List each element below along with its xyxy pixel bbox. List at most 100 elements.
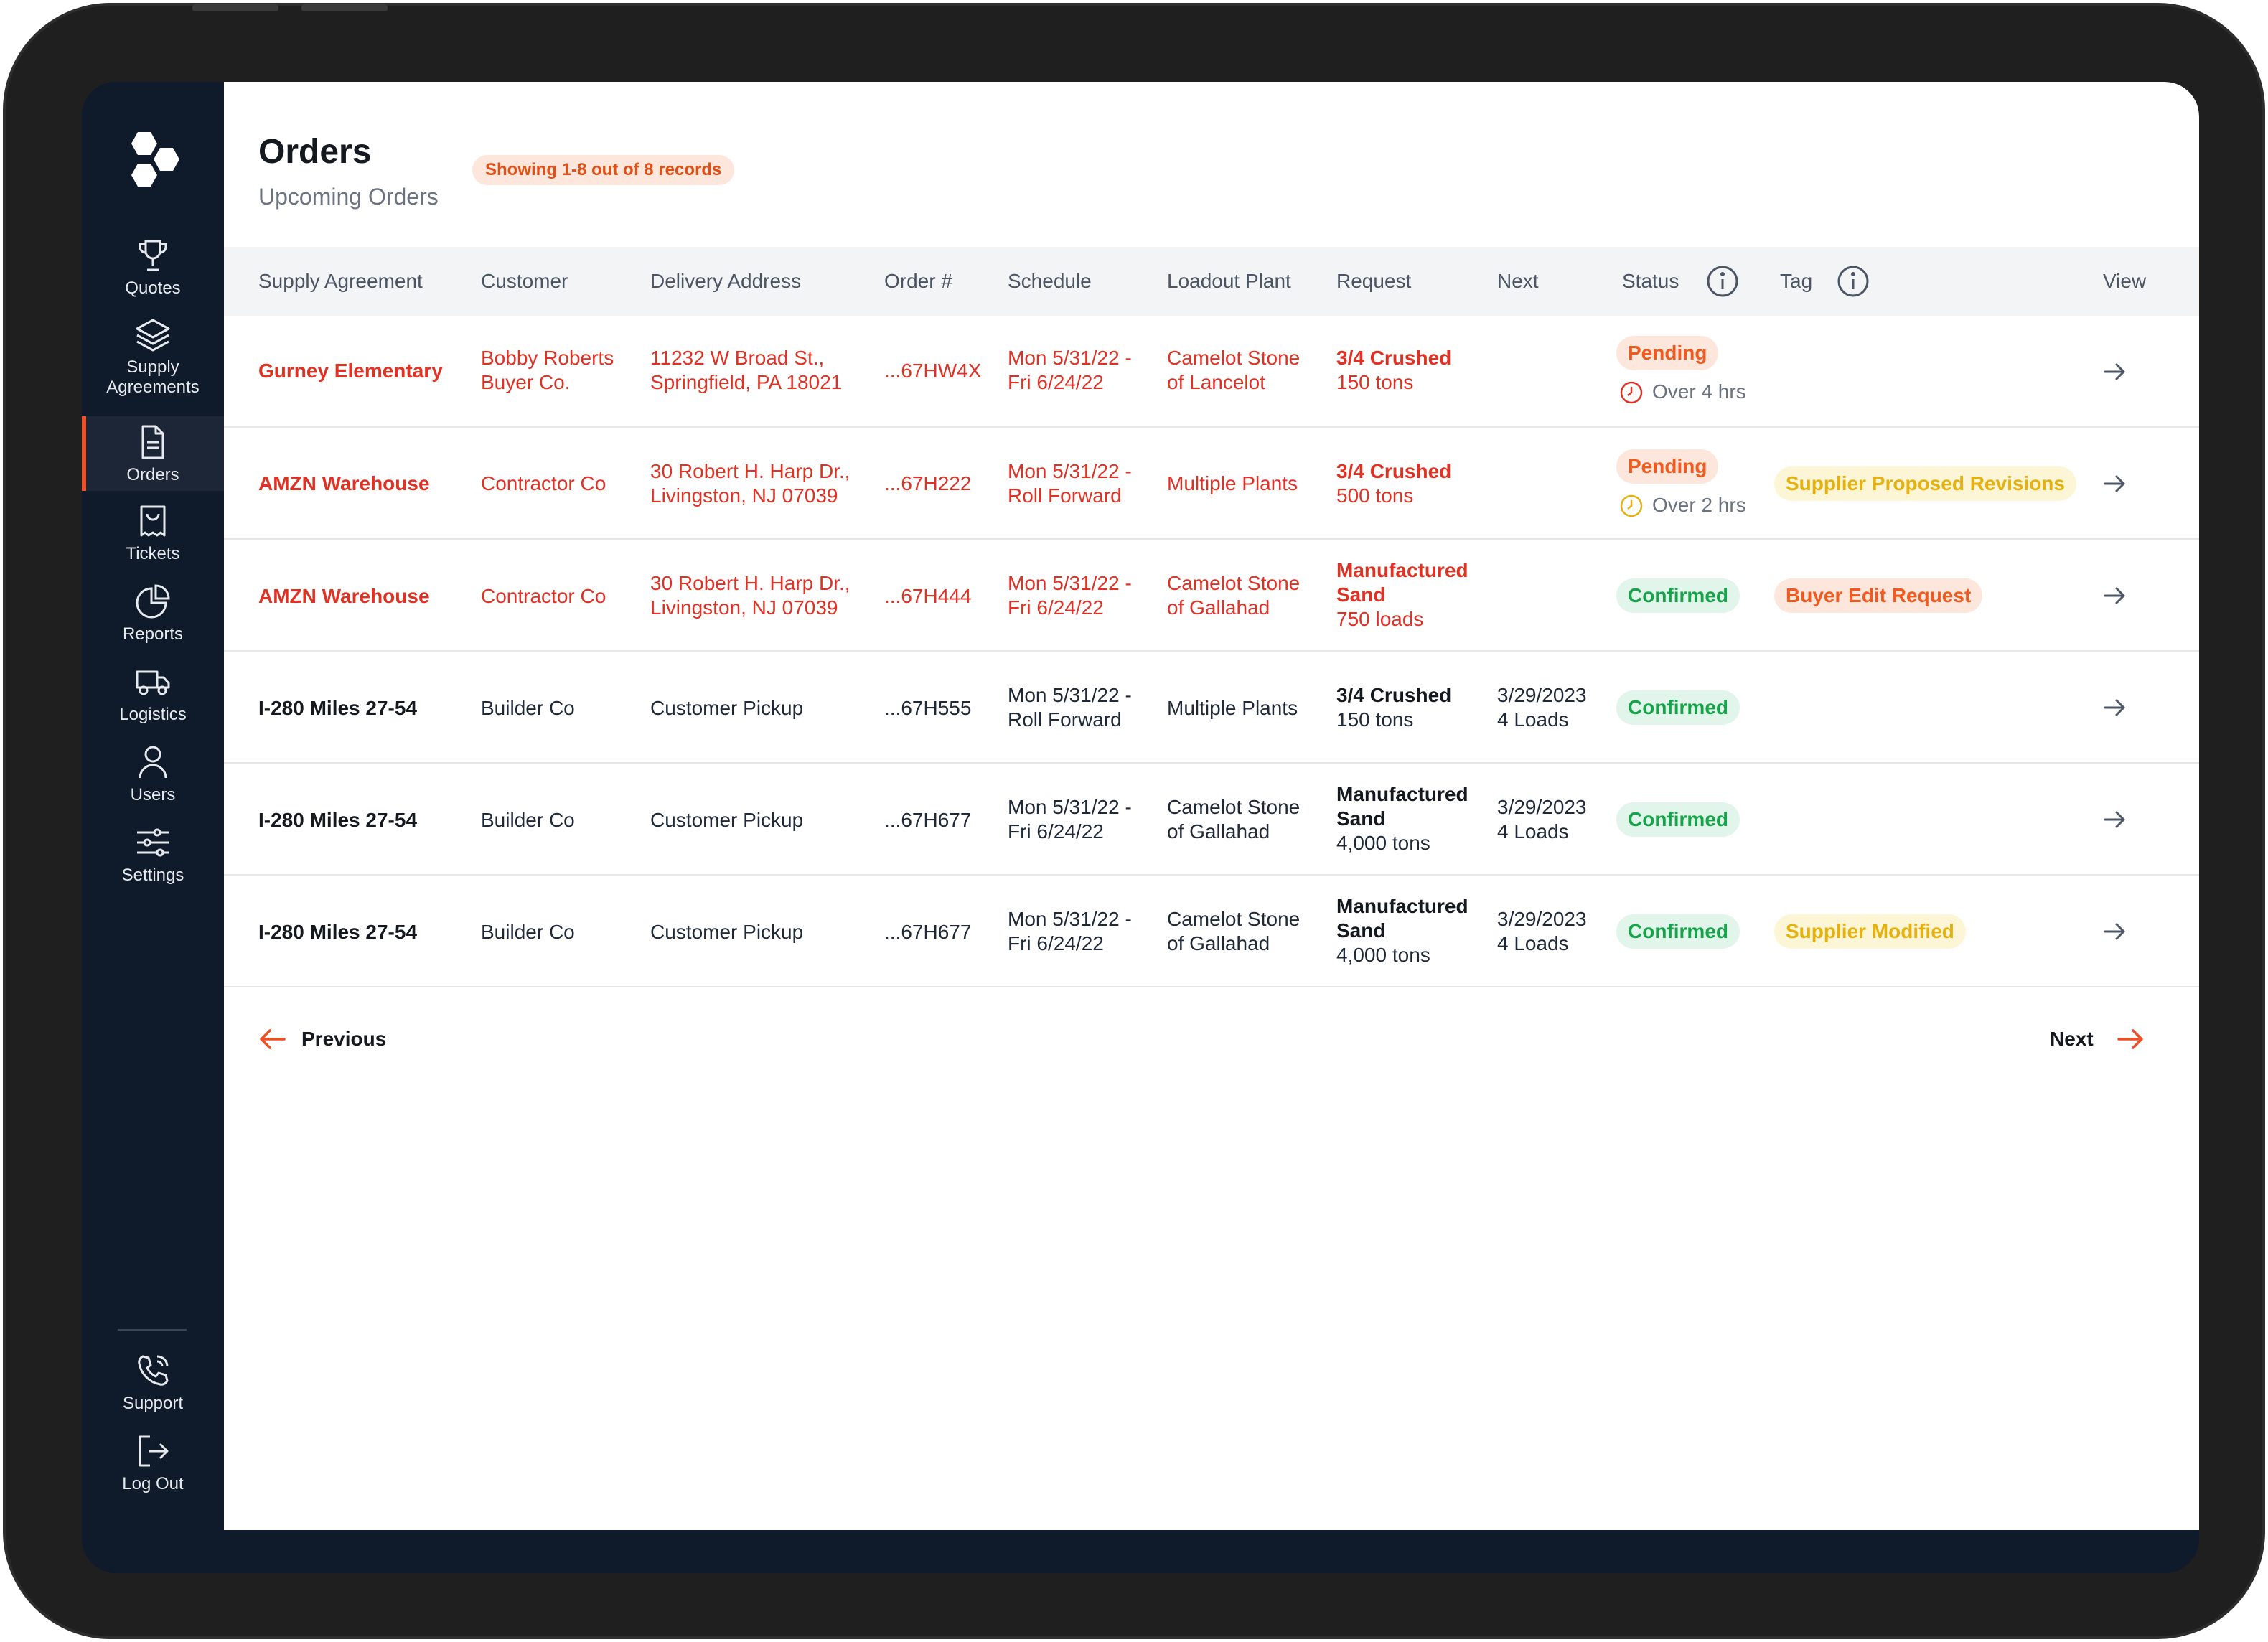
- table-row[interactable]: Gurney Elementary Bobby Roberts Buyer Co…: [224, 316, 2199, 428]
- sidebar-item-logout[interactable]: Log Out: [82, 1432, 224, 1497]
- schedule-cell: Mon 5/31/22 - Roll Forward: [1008, 459, 1132, 508]
- column-header-supply-agreement[interactable]: Supply Agreement: [258, 270, 423, 292]
- plant-line: Camelot Stone: [1167, 572, 1301, 594]
- schedule-line: Mon 5/31/22 -: [1008, 572, 1132, 594]
- sidebar-item-reports[interactable]: Reports: [82, 583, 224, 647]
- request-material: Manufactured: [1336, 559, 1468, 581]
- sidebar-item-tickets[interactable]: Tickets: [82, 502, 224, 567]
- order-number-cell: ...67H555: [884, 697, 972, 719]
- arrow-right-icon[interactable]: [2101, 471, 2127, 497]
- device-button: [301, 4, 388, 11]
- address-cell: 30 Robert H. Harp Dr., Livingston, NJ 07…: [650, 571, 851, 620]
- address-cell: Customer Pickup: [650, 809, 804, 831]
- customer-cell: Builder Co: [481, 809, 575, 831]
- sidebar-item-label: Logistics: [119, 705, 187, 724]
- truck-icon: [136, 670, 170, 695]
- sidebar-item-supply-agreements[interactable]: Supply Agreements: [82, 316, 224, 409]
- schedule-line: Roll Forward: [1008, 484, 1122, 507]
- column-header-loadout-plant[interactable]: Loadout Plant: [1167, 270, 1291, 292]
- column-header-delivery-address[interactable]: Delivery Address: [650, 270, 802, 292]
- next-label: Next: [2050, 1028, 2094, 1050]
- table-row[interactable]: AMZN Warehouse Contractor Co 30 Robert H…: [224, 428, 2199, 540]
- next-cell: 3/29/2023 4 Loads: [1497, 907, 1587, 956]
- request-quantity: 4,000 tons: [1336, 944, 1430, 966]
- tag-info-icon[interactable]: [1836, 264, 1870, 299]
- layers-icon: [136, 319, 170, 352]
- request-material: Sand: [1336, 583, 1386, 606]
- column-header-schedule[interactable]: Schedule: [1008, 270, 1092, 292]
- sidebar-item-label: Reports: [122, 624, 184, 644]
- arrow-left-icon: [260, 1029, 286, 1049]
- table-row[interactable]: I-280 Miles 27-54 Builder Co Customer Pi…: [224, 876, 2199, 987]
- address-line: Livingston, NJ 07039: [650, 596, 838, 619]
- schedule-cell: Mon 5/31/22 - Fri 6/24/22: [1008, 907, 1132, 956]
- sidebar-item-quotes[interactable]: Quotes: [82, 237, 224, 301]
- next-loads: 4 Loads: [1497, 820, 1569, 843]
- schedule-line: Fri 6/24/22: [1008, 371, 1104, 393]
- column-header-order-number[interactable]: Order #: [884, 270, 952, 292]
- request-quantity: 750 loads: [1336, 608, 1424, 630]
- arrow-right-icon[interactable]: [2101, 919, 2127, 944]
- request-material: Manufactured: [1336, 783, 1468, 805]
- schedule-cell: Mon 5/31/22 - Roll Forward: [1008, 683, 1132, 732]
- supply-agreement-cell[interactable]: AMZN Warehouse: [258, 585, 430, 607]
- status-badge: Confirmed: [1616, 802, 1740, 837]
- tag-badge: Buyer Edit Request: [1774, 578, 1983, 613]
- supply-agreement-cell[interactable]: AMZN Warehouse: [258, 472, 430, 494]
- plant-line: of Gallahad: [1167, 932, 1270, 954]
- table-row[interactable]: I-280 Miles 27-54 Builder Co Customer Pi…: [224, 764, 2199, 876]
- address-line: Springfield, PA 18021: [650, 371, 843, 393]
- tag-badge: Supplier Modified: [1774, 914, 1966, 949]
- schedule-line: Fri 6/24/22: [1008, 932, 1104, 954]
- arrow-right-icon[interactable]: [2101, 359, 2127, 385]
- customer-line: Bobby Roberts: [481, 347, 614, 369]
- plant-line: Camelot Stone: [1167, 347, 1301, 369]
- column-header-next[interactable]: Next: [1497, 270, 1539, 292]
- customer-cell: Builder Co: [481, 921, 575, 943]
- tablet-frame: Quotes Supply Agreements Orders Tickets: [3, 3, 2265, 1639]
- sidebar-divider: [118, 1329, 187, 1331]
- previous-label: Previous: [301, 1028, 387, 1050]
- sidebar-item-support[interactable]: Support: [82, 1352, 224, 1417]
- status-badge: Pending: [1616, 336, 1719, 370]
- supply-agreement-cell[interactable]: I-280 Miles 27-54: [258, 921, 418, 943]
- address-line: Livingston, NJ 07039: [650, 484, 838, 507]
- sidebar-item-users[interactable]: Users: [82, 743, 224, 808]
- sidebar-item-label: Orders: [126, 465, 179, 484]
- request-material: 3/4 Crushed: [1336, 347, 1452, 369]
- pie-chart-icon: [136, 584, 170, 619]
- phone-icon: [138, 1355, 169, 1386]
- schedule-line: Mon 5/31/22 -: [1008, 796, 1132, 818]
- supply-agreement-cell[interactable]: I-280 Miles 27-54: [258, 809, 418, 831]
- status-age-note: Over 2 hrs: [1652, 494, 1746, 516]
- order-number-cell: ...67HW4X: [884, 360, 982, 382]
- previous-page-button[interactable]: Previous: [258, 1022, 402, 1056]
- status-badge: Confirmed: [1616, 578, 1740, 613]
- sidebar-item-settings[interactable]: Settings: [82, 824, 224, 888]
- status-info-icon[interactable]: [1705, 264, 1740, 299]
- column-header-tag[interactable]: Tag: [1780, 270, 1813, 292]
- column-header-request[interactable]: Request: [1336, 270, 1412, 292]
- column-header-customer[interactable]: Customer: [481, 270, 568, 292]
- page-subtitle: Upcoming Orders: [258, 184, 439, 210]
- table-header: Supply Agreement Customer Delivery Addre…: [224, 247, 2199, 316]
- app-logo[interactable]: [123, 132, 181, 187]
- sidebar-item-orders[interactable]: Orders: [82, 416, 224, 491]
- next-date: 3/29/2023: [1497, 684, 1587, 706]
- arrow-right-icon[interactable]: [2101, 807, 2127, 832]
- arrow-right-icon[interactable]: [2101, 695, 2127, 721]
- plant-line: of Gallahad: [1167, 820, 1270, 843]
- next-cell: 3/29/2023 4 Loads: [1497, 683, 1587, 732]
- address-cell: 30 Robert H. Harp Dr., Livingston, NJ 07…: [650, 459, 851, 508]
- loadout-plant-cell: Camelot Stone of Lancelot: [1167, 346, 1300, 395]
- supply-agreement-cell[interactable]: I-280 Miles 27-54: [258, 697, 418, 719]
- sidebar-item-label: Supply Agreements: [106, 357, 200, 397]
- next-page-button[interactable]: Next: [2050, 1022, 2150, 1056]
- arrow-right-icon[interactable]: [2101, 583, 2127, 609]
- table-row[interactable]: AMZN Warehouse Contractor Co 30 Robert H…: [224, 540, 2199, 652]
- customer-cell: Contractor Co: [481, 472, 606, 494]
- table-row[interactable]: I-280 Miles 27-54 Builder Co Customer Pi…: [224, 652, 2199, 764]
- supply-agreement-cell[interactable]: Gurney Elementary: [258, 360, 443, 382]
- sidebar-item-logistics[interactable]: Logistics: [82, 663, 224, 728]
- column-header-status[interactable]: Status: [1622, 270, 1679, 292]
